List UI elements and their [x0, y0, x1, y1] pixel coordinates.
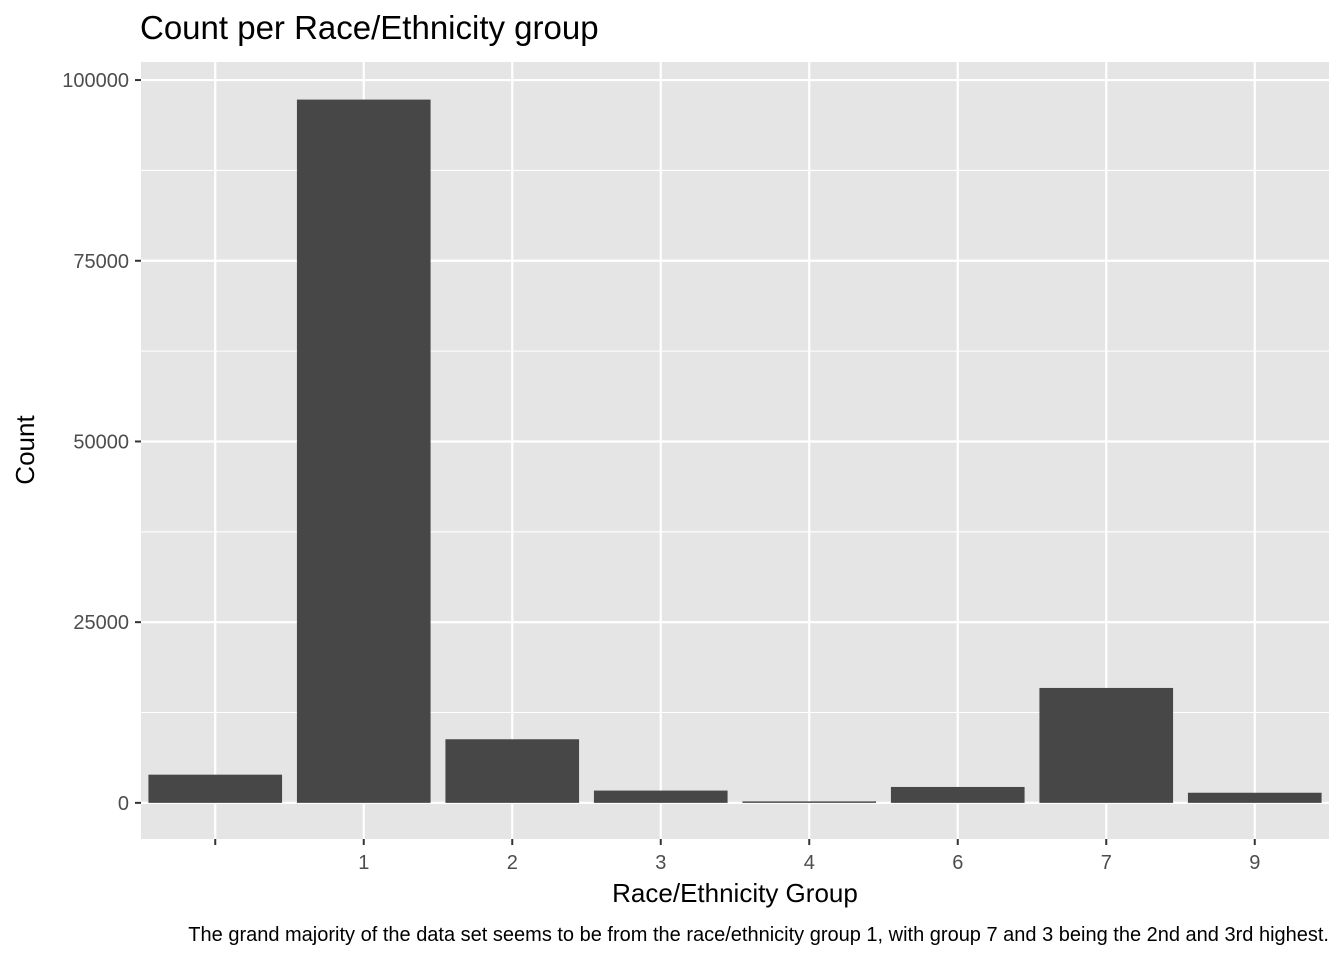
x-axis-title: Race/Ethnicity Group [612, 878, 858, 908]
bar-group-blank [148, 774, 283, 803]
bar-group-7 [1039, 687, 1174, 803]
x-tick-label: 4 [804, 852, 815, 874]
y-tick-label: 75000 [73, 251, 129, 273]
bar-group-1 [296, 99, 431, 803]
x-tick-label: 1 [358, 852, 369, 874]
bar-group-9 [1187, 792, 1322, 803]
y-tick-label: 100000 [62, 70, 129, 92]
bar-group-4 [742, 801, 877, 803]
y-axis: 0 25000 50000 75000 100000 [62, 70, 141, 815]
bar-group-2 [445, 739, 580, 803]
bars [148, 99, 1322, 803]
x-tick-label: 7 [1101, 852, 1112, 874]
chart-caption: The grand majority of the data set seems… [188, 924, 1329, 946]
x-tick-label: 3 [655, 852, 666, 874]
x-tick-label: 2 [507, 852, 518, 874]
y-tick-label: 50000 [73, 431, 129, 453]
y-tick-label: 25000 [73, 612, 129, 634]
chart-title: Count per Race/Ethnicity group [140, 9, 599, 46]
y-axis-title: Count [10, 415, 40, 485]
bar-group-3 [593, 790, 728, 803]
x-axis: 1 2 3 4 6 7 9 [214, 839, 1260, 874]
x-tick-label: 6 [952, 852, 963, 874]
bar-group-6 [890, 786, 1025, 803]
y-tick-label: 0 [118, 793, 129, 815]
x-tick-label: 9 [1249, 852, 1260, 874]
